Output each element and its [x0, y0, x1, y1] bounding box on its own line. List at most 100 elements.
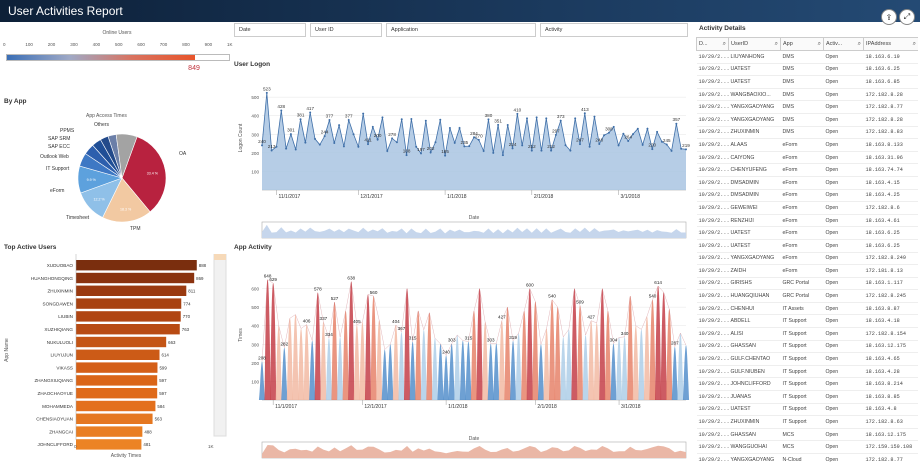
bar [76, 439, 142, 450]
logon-point [265, 91, 268, 94]
table-row[interactable]: 10/29/2... ZAIDH eForm Open 172.181.8.13 [696, 264, 918, 278]
filter-activity[interactable]: Activity [540, 23, 688, 37]
table-cell: GRC Portal [780, 289, 824, 303]
table-cell: 10/29/2... [696, 277, 729, 291]
table-row[interactable]: 10/29/2... ALISI IT Support Open 172.182.8.1… [696, 327, 918, 341]
column-header-ipaddress[interactable]: IPAddress ⌕ [863, 37, 918, 51]
activity-band [627, 296, 634, 400]
export-icon[interactable]: ⇪ [881, 9, 897, 25]
table-row[interactable]: 10/29/2... YANGXGAOYANG N-Cloud Open 172.182… [696, 453, 918, 464]
table-row[interactable]: 10/29/2... CHENHUI IT Assets Open 18.163.8.8… [696, 302, 918, 316]
search-icon[interactable]: ⌕ [912, 40, 916, 47]
table-row[interactable]: 10/29/2... RENZHIJI eForm Open 18.163.4.61 [696, 214, 918, 228]
filter-application[interactable]: Application [386, 23, 536, 37]
table-cell: UATEST [728, 63, 781, 77]
gauge-tick-label: 0 [3, 42, 6, 47]
table-row[interactable]: 10/29/2... UATEST DMS Open 18.163.6.85 [696, 75, 918, 89]
logon-point [641, 143, 644, 146]
table-cell: Open [823, 252, 864, 266]
table-cell: DMSADMIN [728, 176, 781, 190]
table-row[interactable]: 10/29/2... LIUYANHONG DMS Open 18.163.6.19 [696, 50, 918, 64]
table-cell: eForm [780, 252, 824, 266]
table-cell: ZAIDH [728, 264, 781, 278]
table-row[interactable]: 10/29/2... GHASSAN IT Support Open 18.163.12… [696, 340, 918, 354]
activity-band [376, 320, 383, 400]
table-row[interactable]: 10/29/2... DMSADMIN eForm Open 18.163.4.15 [696, 176, 918, 190]
table-cell: 10/29/2... [696, 415, 729, 429]
column-header-activity[interactable]: Activ... ⌕ [823, 37, 864, 51]
table-row[interactable]: 10/29/2... GIRISHS GRC Portal Open 18.163.1.… [696, 277, 918, 291]
table-row[interactable]: 10/29/2... UATEST DMS Open 18.163.6.25 [696, 63, 918, 77]
table-row[interactable]: 10/29/2... GULF.CHENTAO IT Support Open 18.1… [696, 352, 918, 366]
column-header-app[interactable]: App ⌕ [780, 37, 824, 51]
activity-band [415, 310, 422, 400]
table-row[interactable]: 10/29/2... JOHNCLIFFORD IT Support Open 18.1… [696, 377, 918, 392]
filter-user-id[interactable]: User ID [310, 23, 382, 37]
logon-data-label: 410 [514, 107, 522, 112]
fullscreen-icon[interactable]: ⤢ [899, 9, 915, 25]
table-row[interactable]: 10/29/2... GULF.NIUBEN IT Support Open 18.16… [696, 365, 918, 379]
activity-data-label: 406 [303, 319, 311, 324]
y-tick-label: 200 [251, 151, 259, 156]
column-header-userid[interactable]: UserID ⌕ [728, 37, 781, 51]
table-cell: Open [823, 352, 864, 366]
table-row[interactable]: 10/29/2... YANGXGAOYANG DMS Open 172.182.8.2… [696, 113, 918, 127]
logon-data-label: 224 [509, 142, 517, 147]
table-cell: 172.182.8.6 [863, 201, 918, 215]
activity-band [270, 283, 277, 400]
logon-point [660, 140, 663, 143]
table-cell: 10/29/2... [696, 314, 729, 329]
table-row[interactable]: 10/29/2... CHENYUFENG eForm Open 18.163.74.7… [696, 163, 918, 177]
activity-data-label: 315 [465, 336, 473, 341]
table-cell: Open [823, 151, 864, 165]
table-row[interactable]: 10/29/2... WANGBAOXIO... DMS Open 172.182.8.… [696, 88, 918, 102]
activity-data-label: 560 [370, 290, 378, 295]
logon-point [627, 139, 630, 142]
table-row[interactable]: 10/29/2... GEWEIWEI eForm Open 172.182.8.6 [696, 201, 918, 215]
activity-band [677, 333, 684, 400]
table-row[interactable]: 10/29/2... GHASSAN MCS Open 18.163.12.175 [696, 428, 918, 442]
table-cell: 10/29/2... [696, 327, 729, 341]
activity-band [381, 349, 388, 400]
filter-date[interactable]: Date [234, 23, 306, 37]
column-header-date[interactable]: D... ⌕ [696, 37, 729, 51]
table-row[interactable]: 10/29/2... HUANGQIUHAN GRC Portal Open 172.1… [696, 289, 918, 303]
table-row[interactable]: 10/29/2... YANGXGAOYANG eForm Open 172.182.8… [696, 252, 918, 266]
search-icon[interactable]: ⌕ [722, 40, 726, 47]
search-icon[interactable]: ⌕ [774, 40, 778, 47]
table-row[interactable]: 10/29/2... ABDELL IT Support Open 18.163.4.1… [696, 314, 918, 329]
search-icon[interactable]: ⌕ [857, 40, 861, 47]
activity-data-label: 304 [610, 338, 618, 343]
x-tick-label: 3/1/2018 [621, 194, 641, 200]
table-row[interactable]: 10/29/2... WANGGUOHAI MCS Open 172.159.159.1… [696, 440, 918, 454]
table-row[interactable]: 10/29/2... ZHUXINMIN DMS Open 172.182.8.83 [696, 126, 918, 140]
logon-point [386, 150, 389, 152]
x-tick-label: 2/1/2018 [534, 194, 554, 200]
table-cell: 18.163.8.214 [863, 377, 918, 392]
table-cell: 10/29/2... [696, 390, 729, 404]
table-row[interactable]: 10/29/2... JUANAS IT Support Open 18.163.8.8… [696, 390, 918, 404]
pie-slice-label: OA [179, 151, 187, 157]
logon-data-label: 220 [648, 143, 656, 148]
table-row[interactable]: 10/29/2... DMSADMIN eForm Open 18.163.4.25 [696, 189, 918, 203]
table-row[interactable]: 10/29/2... YANGXGAOYANG DMS Open 172.182.8.7… [696, 100, 918, 114]
activity-band [392, 324, 399, 400]
activity-band [666, 309, 673, 400]
by-app-title: By App [4, 98, 27, 105]
bar-value-label: 488 [144, 429, 152, 434]
table-cell: IT Support [780, 340, 824, 354]
logon-point [367, 143, 369, 146]
table-row[interactable]: 10/29/2... UATEST IT Support Open 18.163.4.8 [696, 403, 918, 417]
activity-band [297, 328, 305, 400]
table-cell: 10/29/2... [696, 113, 729, 127]
logon-point [391, 137, 394, 140]
bar-category-label: NUKULUOLI [47, 340, 73, 345]
table-cell: 18.163.12.175 [863, 340, 918, 354]
table-row[interactable]: 10/29/2... UATEST eForm Open 18.163.6.25 [696, 239, 918, 253]
table-row[interactable]: 10/29/2... CAIYONG eForm Open 18.163.31.96 [696, 151, 918, 165]
search-icon[interactable]: ⌕ [817, 40, 821, 47]
table-row[interactable]: 10/29/2... UATEST eForm Open 18.163.6.25 [696, 226, 918, 240]
table-cell: 172.181.8.13 [863, 264, 918, 278]
table-row[interactable]: 10/29/2... ALAAS eForm Open 18.163.8.133 [696, 138, 918, 152]
table-row[interactable]: 10/29/2... ZHUXINMIN IT Support Open 172.182… [696, 415, 918, 429]
